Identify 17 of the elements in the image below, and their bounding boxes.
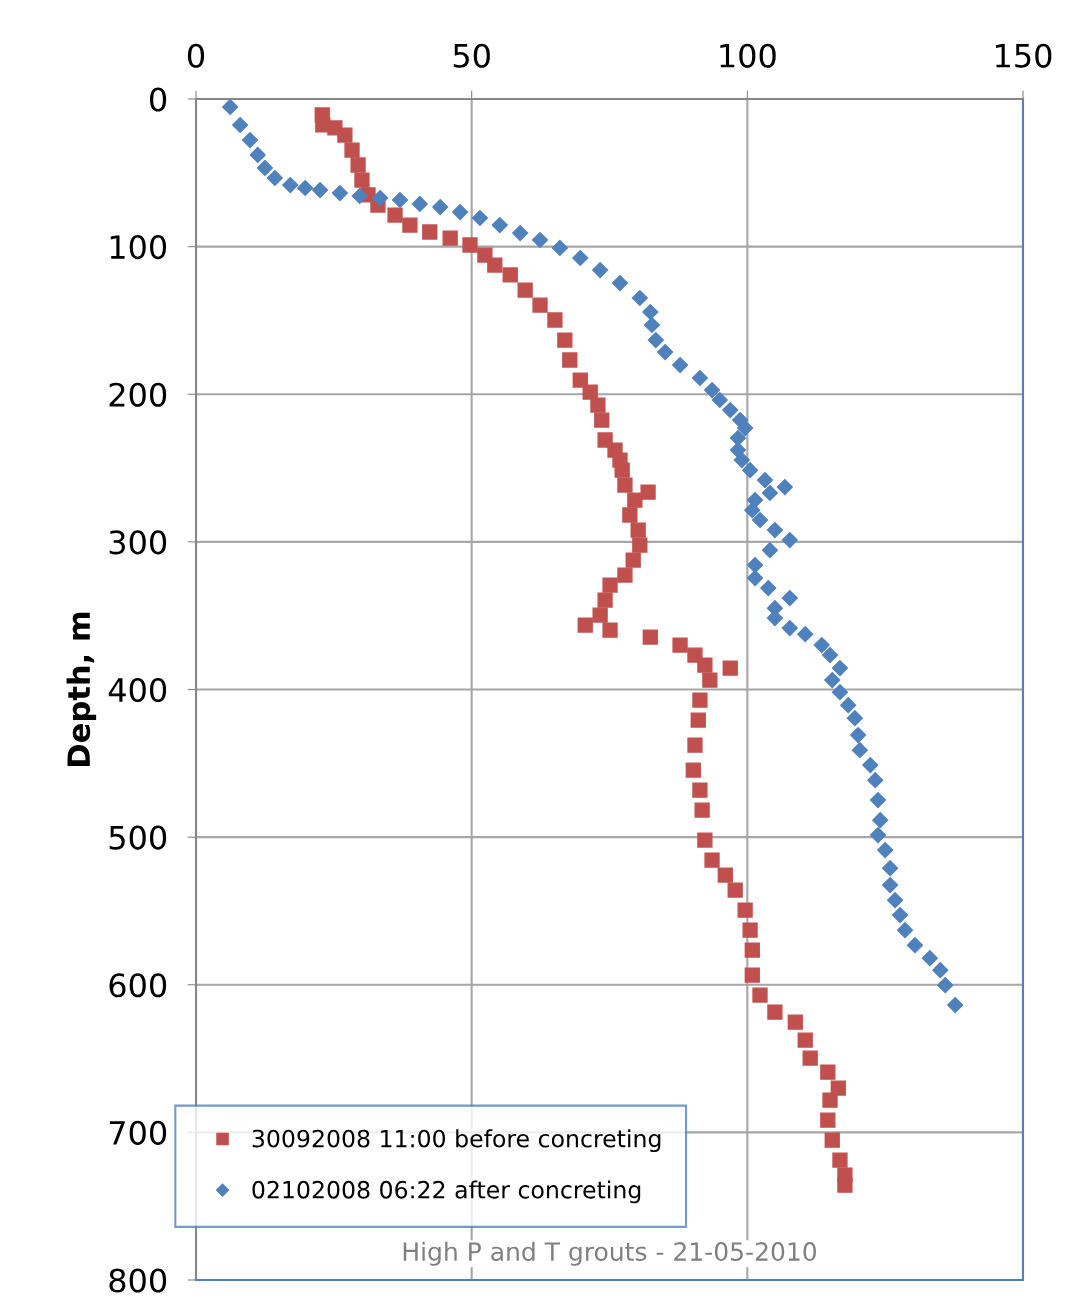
legend-label: 02102008 06:22 after concreting — [252, 1180, 641, 1204]
x-tick-label: 0 — [187, 43, 205, 68]
y-tick-label: 100 — [110, 235, 167, 260]
y-tick-label: 300 — [109, 530, 167, 555]
annotation: High P and T grouts - 21-05-2010 — [403, 1241, 817, 1266]
x-tick-label: 100 — [720, 43, 776, 68]
y-tick-label: 500 — [109, 825, 167, 850]
y-tick-label: 700 — [109, 1120, 167, 1145]
legend-label: 30092008 11:00 before concreting — [252, 1129, 661, 1153]
y-axis-title: Depth, m — [66, 612, 97, 766]
y-tick-label: 200 — [109, 382, 167, 407]
y-tick-label: 600 — [109, 973, 167, 998]
x-tick-label: 150 — [996, 43, 1052, 68]
x-tick-label: 50 — [453, 43, 490, 68]
y-tick-label: 0 — [150, 87, 167, 112]
y-tick-label: 400 — [108, 677, 167, 703]
y-tick-label: 800 — [109, 1268, 167, 1293]
